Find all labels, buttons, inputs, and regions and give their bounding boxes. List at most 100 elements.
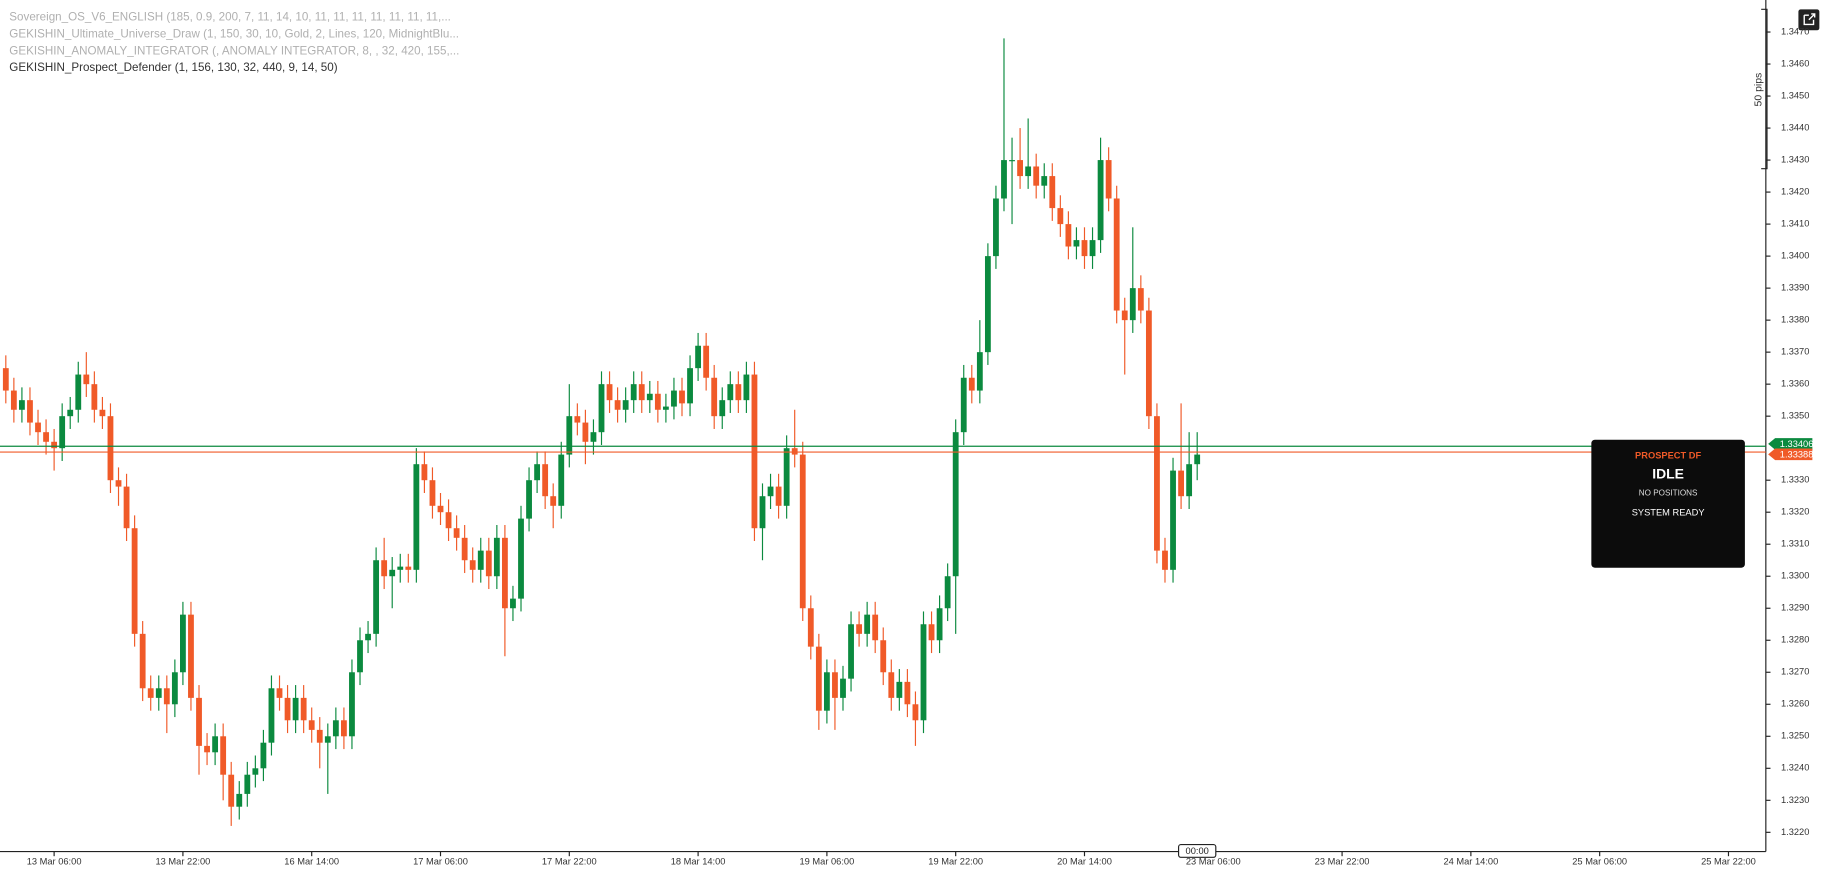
candle-body [518,518,524,599]
candle-body [75,374,82,410]
candle-body [1113,198,1120,311]
candle-body [10,390,17,410]
candle-body [558,454,565,506]
candle-body [614,400,621,410]
candle-body [1017,160,1023,177]
indicator-label: GEKISHIN_ANOMALY_INTEGRATOR (, ANOMALY I… [9,44,459,57]
candle-body [59,416,66,449]
indicator-label: GEKISHIN_Prospect_Defender (1, 156, 130,… [9,61,337,74]
y-tick-label: 1.3330 [1781,475,1809,485]
x-tick-label: 16 Mar 14:00 [284,856,339,866]
pips-bracket [1761,8,1768,170]
candle-body [582,422,589,442]
candle-body [155,688,162,698]
candle-body [1033,166,1040,186]
y-tick-label: 1.3310 [1781,539,1809,549]
candle-body [832,672,838,698]
y-tick-label: 1.3460 [1781,58,1809,68]
indicator-label: Sovereign_OS_V6_ENGLISH (185, 0.9, 200, … [9,11,451,24]
candle-body [912,704,919,721]
candle-body [815,646,822,711]
candle-body [944,576,951,609]
candle-body [920,624,927,721]
candle-body [228,774,235,807]
candle-body [308,720,315,730]
price-badge-label: 1.33388 [1780,449,1814,459]
y-tick-label: 1.3280 [1781,635,1809,645]
candle-body [300,697,307,721]
y-tick-label: 1.3440 [1781,123,1809,133]
candle-body [244,774,251,794]
candle-body [703,345,710,378]
candle-body [1129,288,1136,321]
candle-body [1186,464,1193,497]
candle-body [188,614,194,698]
candle-body [904,681,911,705]
candle-body [936,608,943,641]
candle-body [646,393,653,401]
candle-body [1089,240,1096,257]
candle-body [510,598,516,609]
candle-body [381,560,388,577]
candle-body [220,736,227,775]
candle-body [268,688,275,743]
candle-body [759,496,766,529]
candle-body [1105,160,1112,199]
candle-body [1097,160,1104,241]
candle-body [485,550,492,577]
candle-body [856,624,863,634]
candle-body [284,697,291,721]
candle-body [727,384,734,401]
candle-body [83,374,90,385]
y-tick-label: 1.3250 [1781,731,1809,741]
candle-body [590,432,597,442]
candle-body [373,560,380,634]
x-tick-label: 19 Mar 06:00 [799,856,854,866]
status-panel: PROSPECT DF IDLE NO POSITIONS SYSTEM REA… [1591,439,1745,568]
panel-title: PROSPECT DF [1635,450,1701,460]
candle-body [896,681,903,698]
candle-body [622,400,629,410]
x-tick-label: 17 Mar 06:00 [413,856,468,866]
candle-body [163,688,170,705]
y-tick-label: 1.3430 [1781,155,1809,165]
candle-body [799,454,806,609]
candle-body [743,374,750,401]
candle-body [775,486,782,506]
candle-body [35,422,41,433]
candle-body [131,528,138,634]
y-tick-label: 1.3380 [1781,315,1809,325]
y-tick-label: 1.3370 [1781,347,1809,357]
candle-body [566,416,573,455]
candle-body [1057,208,1064,225]
price-badge [1768,448,1813,461]
x-tick-label: 23 Mar 22:00 [1315,856,1370,866]
candle-body [19,400,25,410]
y-tick-label: 1.3360 [1781,379,1809,389]
candle-body [51,441,58,449]
candle-body [687,368,693,404]
x-tick-label: 17 Mar 22:00 [542,856,597,866]
x-tick-label: 20 Mar 14:00 [1057,856,1112,866]
x-tick-label: 23 Mar 06:00 [1186,856,1241,866]
candle-body [316,729,323,743]
candle-body [324,736,331,743]
candle-body [1170,470,1176,570]
candle-body [340,720,347,737]
candle-body [783,448,790,506]
candle-body [99,409,106,417]
candle-body [1073,240,1080,247]
candle-body [453,528,460,538]
x-tick-label: 18 Mar 14:00 [671,856,726,866]
y-tick-label: 1.3350 [1781,411,1809,421]
candle-body [469,560,476,570]
candle-body [123,486,130,529]
candle-body [397,566,404,570]
candle-body [630,384,637,401]
candle-body [252,768,259,775]
y-tick-label: 1.3290 [1781,603,1809,613]
candle-body [389,569,396,577]
candle-body [1178,470,1184,497]
panel-positions: NO POSITIONS [1639,488,1698,497]
